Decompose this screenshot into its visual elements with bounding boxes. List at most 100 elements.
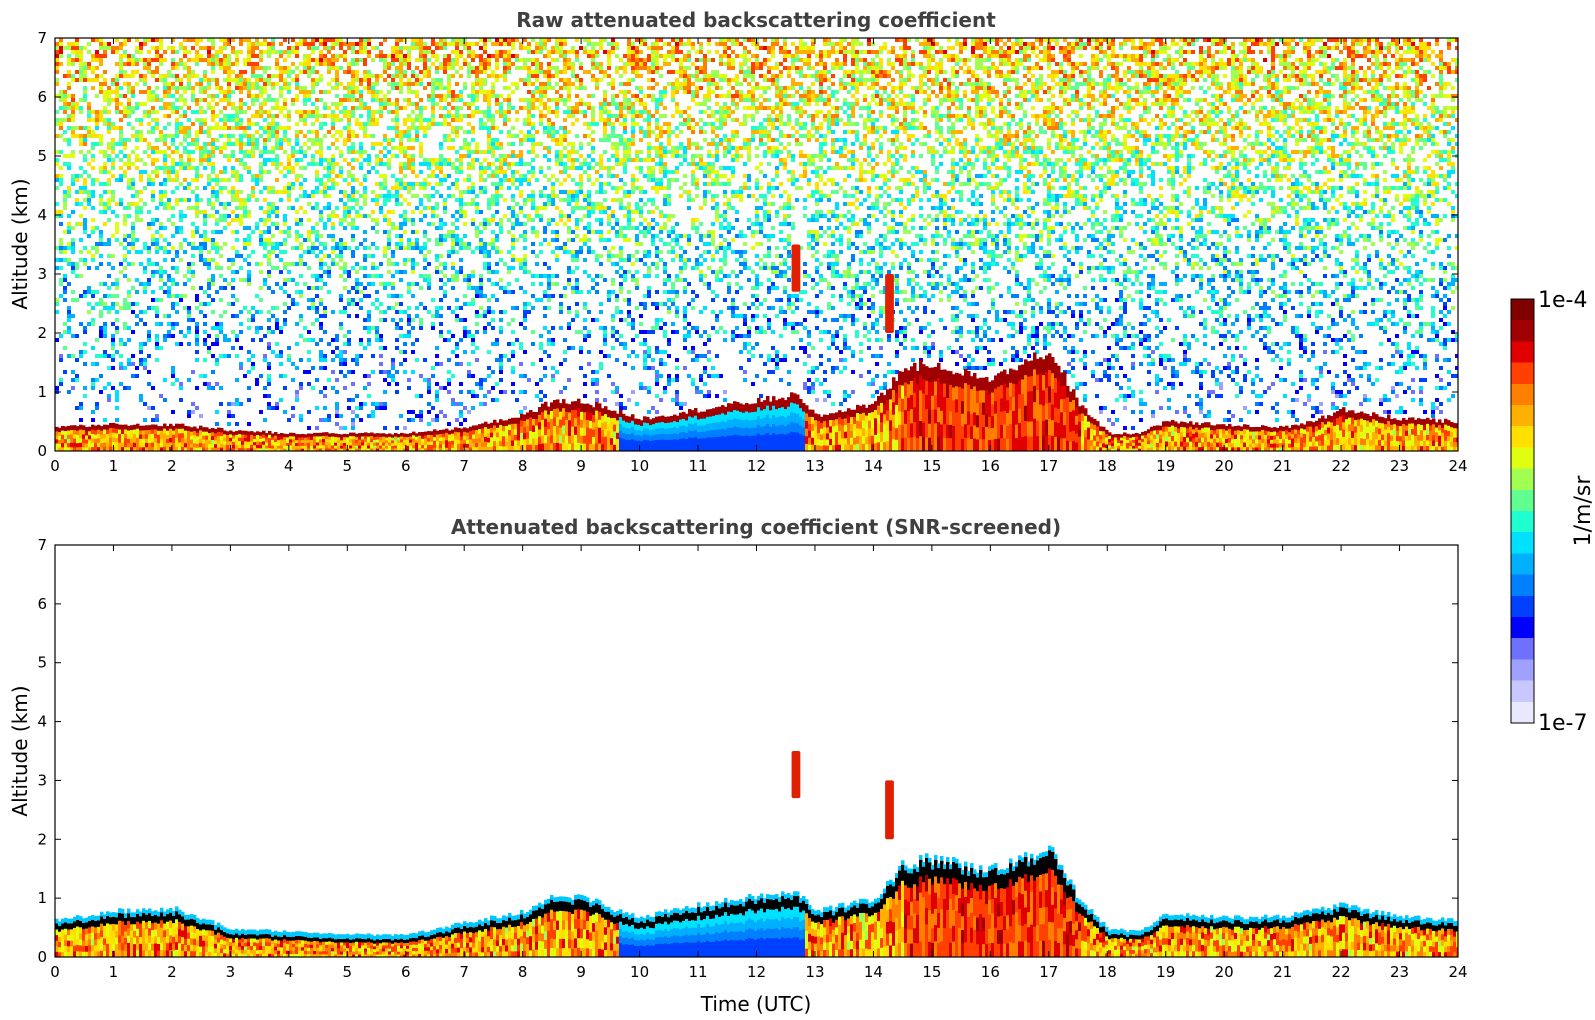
- noise-pixel: [1179, 78, 1183, 82]
- noise-pixel: [467, 114, 471, 118]
- noise-pixel: [263, 102, 267, 106]
- noise-pixel: [115, 126, 119, 130]
- noise-pixel: [1151, 94, 1155, 98]
- noise-pixel: [1359, 86, 1363, 90]
- noise-pixel: [1039, 82, 1043, 86]
- noise-pixel: [591, 46, 595, 50]
- noise-pixel: [519, 66, 523, 70]
- noise-pixel: [811, 98, 815, 102]
- noise-pixel: [75, 54, 79, 58]
- noise-pixel: [895, 58, 899, 62]
- noise-pixel: [887, 70, 891, 74]
- noise-pixel: [1051, 54, 1055, 58]
- noise-pixel: [819, 54, 823, 58]
- noise-pixel: [283, 114, 287, 118]
- noise-pixel: [1439, 74, 1443, 78]
- noise-pixel: [83, 126, 87, 130]
- noise-pixel: [947, 46, 951, 50]
- noise-pixel: [923, 70, 927, 74]
- noise-pixel: [331, 126, 335, 130]
- noise-pixel: [575, 74, 579, 78]
- noise-pixel: [291, 70, 295, 74]
- noise-pixel: [395, 58, 399, 62]
- noise-pixel: [843, 50, 847, 54]
- noise-pixel: [463, 38, 467, 42]
- noise-pixel: [771, 74, 775, 78]
- noise-pixel: [999, 38, 1003, 42]
- noise-pixel: [811, 114, 815, 118]
- noise-pixel: [167, 94, 171, 98]
- noise-pixel: [1243, 38, 1247, 42]
- noise-pixel: [207, 94, 211, 98]
- noise-pixel: [1035, 54, 1039, 58]
- noise-pixel: [955, 58, 959, 62]
- noise-pixel: [271, 42, 275, 46]
- noise-pixel: [91, 110, 95, 114]
- noise-pixel: [1107, 54, 1111, 58]
- noise-pixel: [1199, 130, 1203, 134]
- noise-pixel: [667, 126, 671, 130]
- noise-pixel: [1175, 98, 1179, 102]
- noise-pixel: [891, 62, 895, 66]
- noise-pixel: [1343, 82, 1347, 86]
- noise-pixel: [415, 38, 419, 42]
- noise-pixel: [599, 42, 603, 46]
- noise-pixel: [83, 66, 87, 70]
- noise-pixel: [1063, 50, 1067, 54]
- noise-pixel: [871, 58, 875, 62]
- noise-pixel: [1227, 110, 1231, 114]
- noise-pixel: [311, 46, 315, 50]
- noise-pixel: [127, 98, 131, 102]
- noise-pixel: [1299, 62, 1303, 66]
- noise-pixel: [1343, 90, 1347, 94]
- noise-pixel: [1027, 90, 1031, 94]
- noise-pixel: [1399, 58, 1403, 62]
- noise-pixel: [939, 90, 943, 94]
- noise-pixel: [607, 122, 611, 126]
- noise-pixel: [1283, 102, 1287, 106]
- noise-pixel: [479, 62, 483, 66]
- noise-pixel: [1003, 134, 1007, 138]
- noise-pixel: [567, 62, 571, 66]
- noise-pixel: [1335, 78, 1339, 82]
- noise-pixel: [351, 134, 355, 138]
- noise-pixel: [715, 102, 719, 106]
- noise-pixel: [87, 50, 91, 54]
- noise-pixel: [235, 74, 239, 78]
- noise-pixel: [55, 42, 59, 46]
- noise-pixel: [179, 122, 183, 126]
- noise-pixel: [263, 118, 267, 122]
- noise-pixel: [331, 118, 335, 122]
- noise-pixel: [1111, 42, 1115, 46]
- noise-pixel: [511, 42, 515, 46]
- noise-pixel: [399, 106, 403, 110]
- noise-pixel: [99, 54, 103, 58]
- noise-pixel: [351, 46, 355, 50]
- noise-pixel: [1103, 90, 1107, 94]
- noise-pixel: [967, 70, 971, 74]
- noise-pixel: [75, 78, 79, 82]
- noise-pixel: [683, 82, 687, 86]
- noise-pixel: [1163, 82, 1167, 86]
- noise-pixel: [227, 58, 231, 62]
- noise-pixel: [499, 50, 503, 54]
- noise-pixel: [359, 126, 363, 130]
- noise-pixel: [975, 58, 979, 62]
- noise-pixel: [183, 50, 187, 54]
- noise-pixel: [435, 42, 439, 46]
- noise-pixel: [1423, 42, 1427, 46]
- noise-pixel: [1319, 78, 1323, 82]
- noise-pixel: [295, 98, 299, 102]
- noise-pixel: [431, 122, 435, 126]
- noise-pixel: [367, 90, 371, 94]
- noise-pixel: [927, 46, 931, 50]
- noise-pixel: [1007, 50, 1011, 54]
- noise-pixel: [163, 126, 167, 130]
- noise-pixel: [1275, 110, 1279, 114]
- noise-pixel: [1271, 42, 1275, 46]
- noise-pixel: [1279, 118, 1283, 122]
- noise-pixel: [1327, 94, 1331, 98]
- noise-pixel: [131, 106, 135, 110]
- noise-pixel: [891, 46, 895, 50]
- noise-pixel: [1319, 106, 1323, 110]
